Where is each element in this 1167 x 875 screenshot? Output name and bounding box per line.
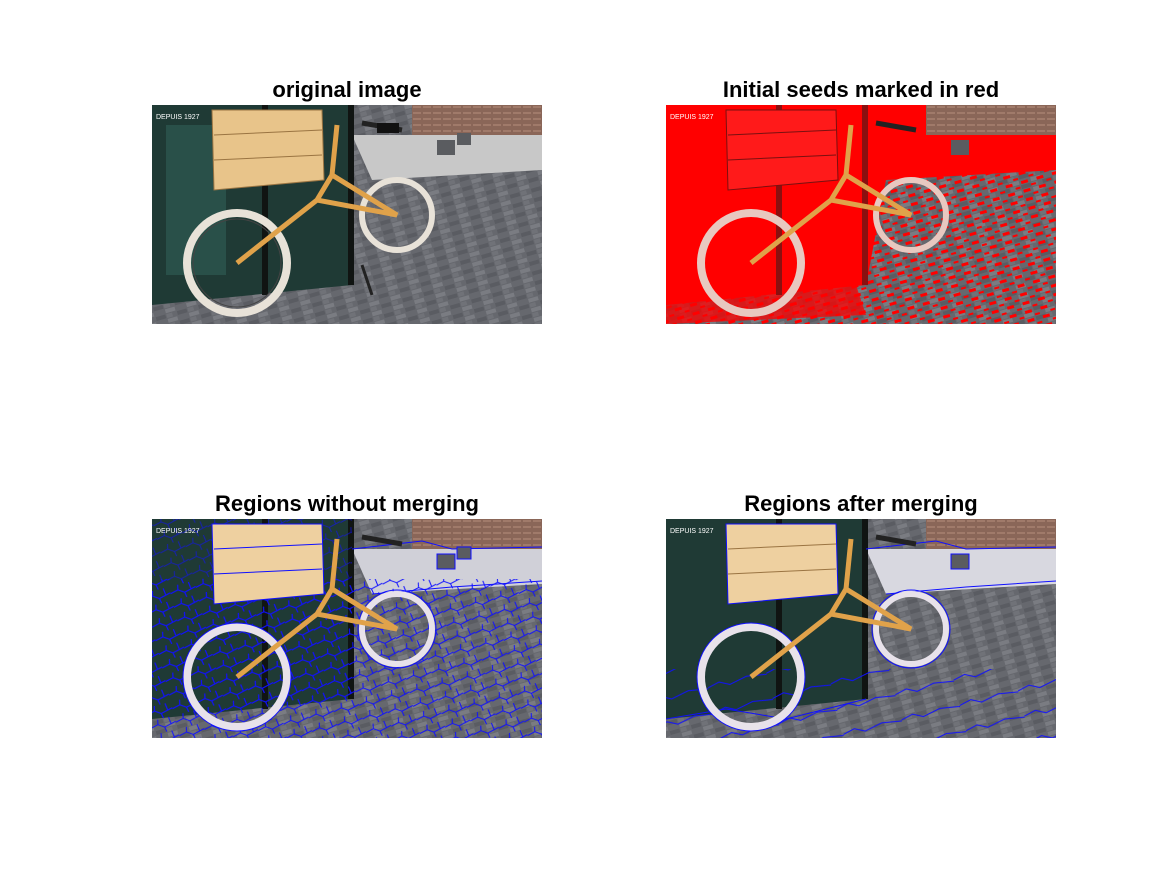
shop-text: DEPUIS 1927	[156, 528, 200, 535]
shop-text: DEPUIS 1927	[670, 114, 714, 121]
panel-title: original image	[272, 77, 422, 102]
panel-title: Regions after merging	[744, 491, 978, 516]
panel-regions-without-merging: Regions without merging DEPUIS 1927	[152, 490, 542, 738]
panel-title: Regions without merging	[215, 491, 479, 516]
bicycle-photo: DEPUIS 1927	[152, 105, 542, 324]
panel-title: Initial seeds marked in red	[722, 77, 1000, 102]
regions-unmerged-photo: DEPUIS 1927	[152, 519, 542, 738]
seeds-overlay-photo: DEPUIS 1927	[666, 105, 1056, 324]
panel-initial-seeds: Initial seeds marked in red DEPUIS 1927	[666, 76, 1056, 324]
shop-text: DEPUIS 1927	[670, 528, 714, 535]
panel-regions-after-merging: Regions after merging DEPUIS 1927	[666, 490, 1056, 738]
regions-merged-photo: DEPUIS 1927	[666, 519, 1056, 738]
panel-original-image: original image DEPUIS 1927	[152, 76, 542, 324]
shop-text: DEPUIS 1927	[156, 114, 200, 121]
